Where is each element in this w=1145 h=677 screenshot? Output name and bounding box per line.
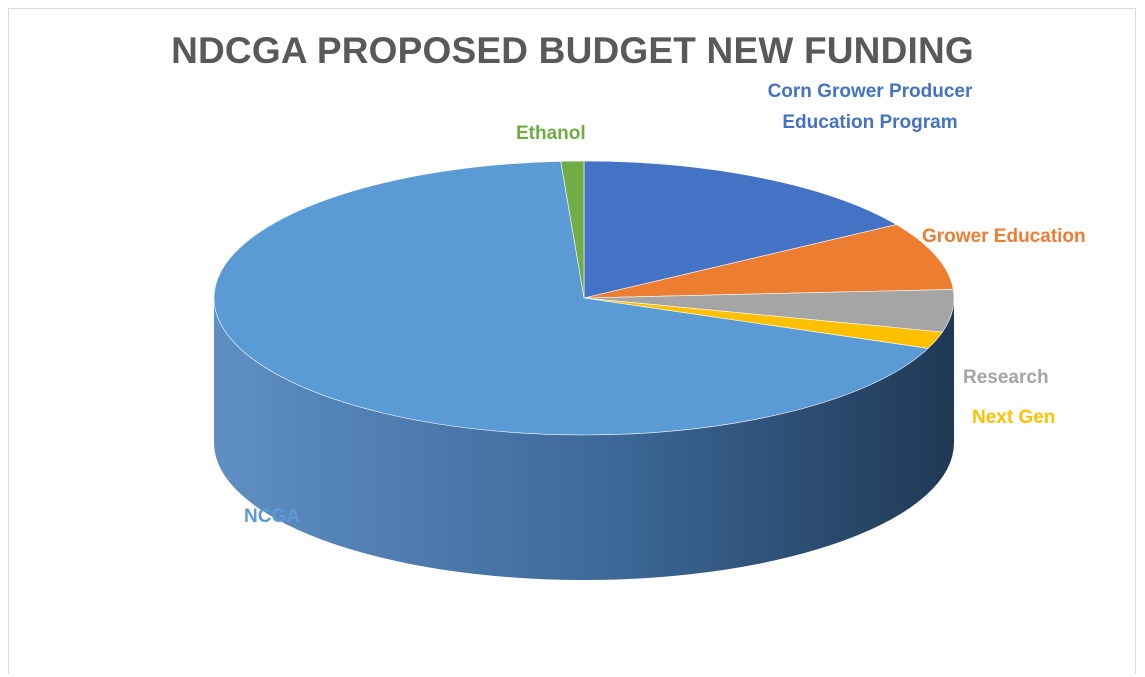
pie-slice-ncga (213, 160, 929, 436)
pie-slices (213, 160, 955, 436)
label-research: Research (963, 367, 1049, 388)
pie-side-wall (214, 298, 954, 580)
label-grower-education: Grower Education (922, 226, 1086, 247)
chart-title: NDCGA PROPOSED BUDGET NEW FUNDING (171, 30, 974, 71)
label-ethanol: Ethanol (516, 123, 586, 144)
pie-side-wall-face (214, 298, 954, 580)
pie-slice-grower-education (583, 224, 954, 299)
label-next-gen: Next Gen (972, 407, 1056, 428)
label-corn-grower-producer-education-program: Corn Grower Producer Education Program (767, 81, 973, 133)
pie-slice-corn-grower-producer-education-program (583, 160, 898, 299)
label-ncga: NCGA (244, 506, 300, 527)
pie-slice-ethanol (560, 160, 585, 299)
